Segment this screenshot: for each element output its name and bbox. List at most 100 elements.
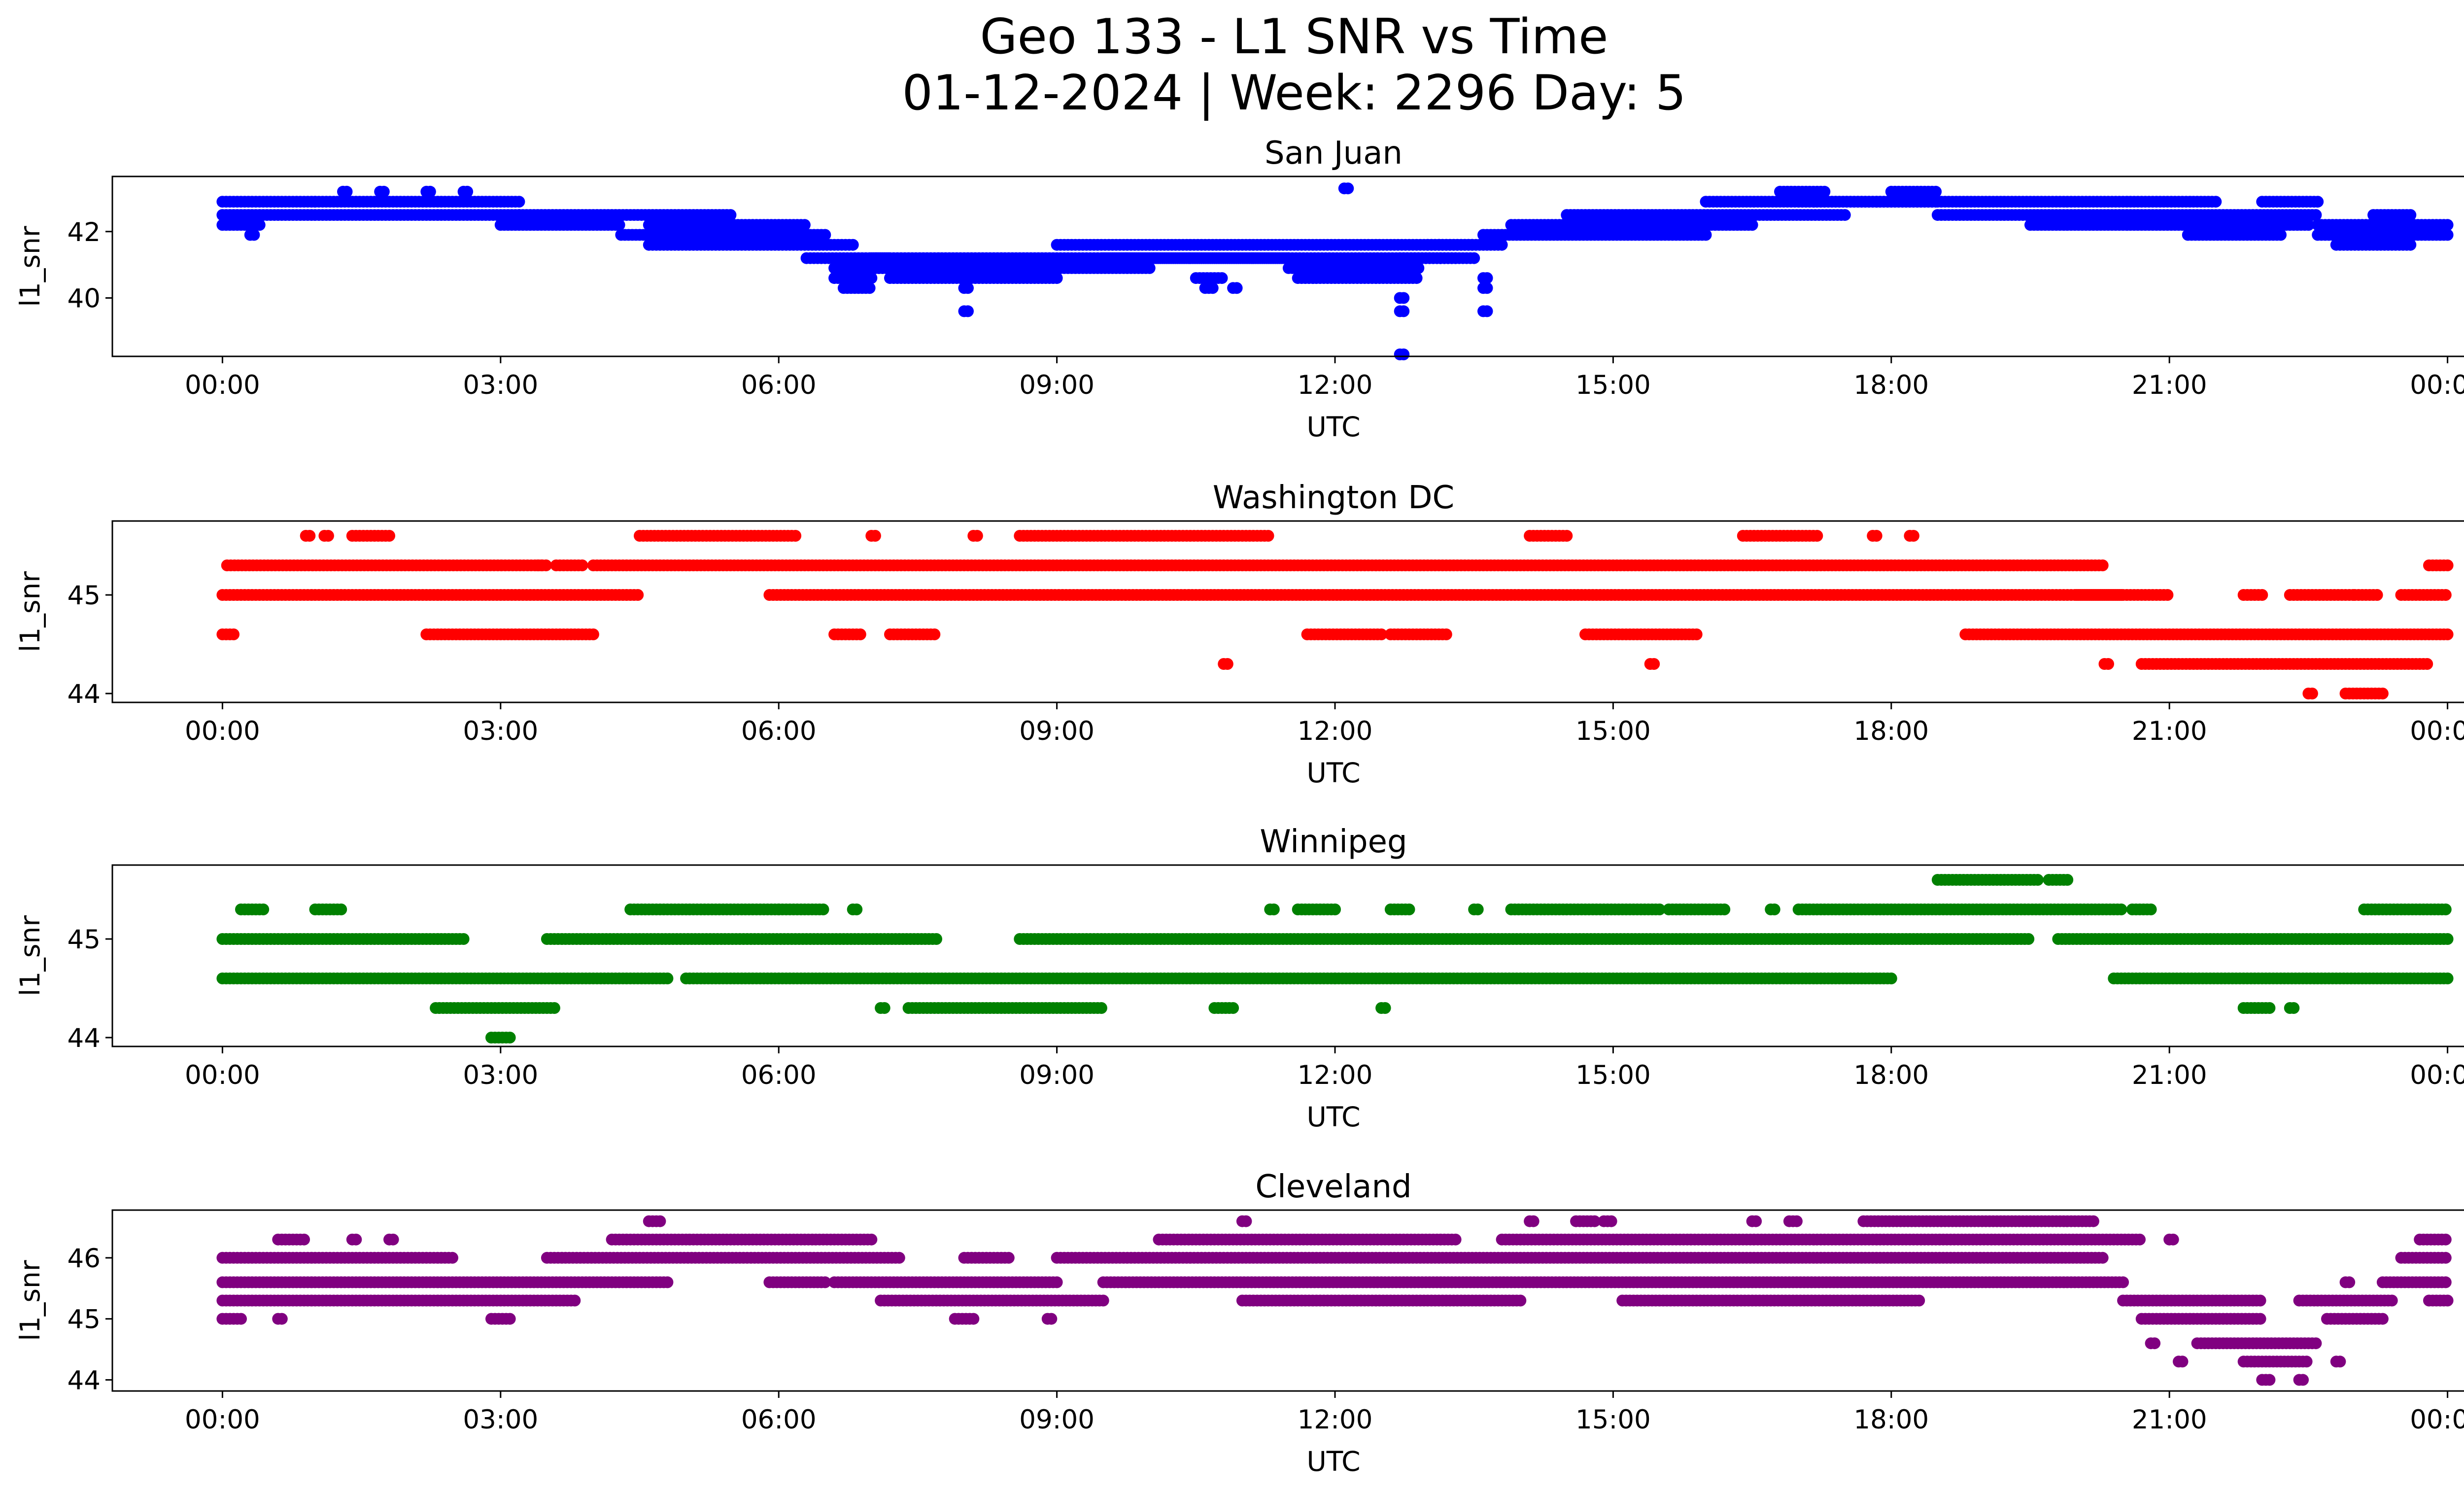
point-run-26 (1931, 874, 2044, 886)
data-point (504, 1032, 516, 1043)
point-run-28 (1227, 282, 1243, 294)
data-point (1216, 272, 1228, 284)
data-point (248, 229, 260, 241)
point-run-56 (2367, 209, 2417, 221)
point-run-21 (1524, 530, 1573, 542)
data-point (971, 530, 983, 542)
data-point (817, 904, 829, 915)
x-tick-label: 03:00 (463, 716, 538, 746)
point-run-6 (337, 185, 353, 198)
data-point (2275, 229, 2287, 241)
data-point (1143, 262, 1156, 274)
data-points (216, 182, 2454, 360)
point-run-2 (216, 973, 674, 984)
subplot-title: Washington DC (1213, 480, 1454, 516)
data-point (2441, 933, 2454, 945)
data-point (253, 219, 266, 231)
point-run-24 (1051, 239, 1478, 251)
data-point (1930, 185, 1942, 198)
point-run-54 (2312, 229, 2454, 241)
data-point (1379, 1002, 1391, 1014)
point-run-6 (485, 1032, 516, 1043)
data-point (2421, 658, 2433, 670)
point-run-25 (1097, 252, 1295, 264)
data-point (2404, 209, 2417, 221)
x-tick-label: 00:00 (2410, 370, 2464, 400)
point-run-50 (2024, 219, 2315, 231)
data-points (216, 874, 2454, 1043)
data-point (1648, 658, 1660, 670)
data-point (1468, 252, 1480, 264)
y-axis-label: l1_snr (14, 571, 46, 652)
data-point (1700, 229, 1712, 241)
data-point (335, 904, 347, 915)
data-point (724, 209, 737, 221)
point-run-10 (494, 219, 625, 231)
point-run-27 (2043, 874, 2074, 886)
x-axis-label: UTC (1306, 411, 1360, 443)
point-run-28 (2052, 933, 2454, 945)
data-point (1818, 185, 1831, 198)
data-point (1221, 658, 1233, 670)
point-run-5 (309, 196, 525, 208)
point-run-1 (216, 933, 470, 945)
data-point (878, 1002, 890, 1014)
x-tick-label: 18:00 (1853, 370, 1929, 400)
point-run-21 (884, 272, 1063, 284)
point-run-11 (513, 209, 737, 221)
data-point (1768, 904, 1780, 915)
data-point (847, 239, 859, 251)
point-run-31 (2237, 589, 2268, 601)
point-run-27 (1959, 628, 2454, 640)
point-run-14 (865, 530, 881, 542)
data-point (1481, 305, 1493, 317)
point-run-22 (1505, 904, 1666, 915)
data-point (1398, 305, 1410, 317)
point-run-49 (1931, 196, 2222, 208)
data-point (2032, 874, 2044, 886)
point-run-37 (1422, 239, 1508, 251)
data-point (2441, 628, 2454, 640)
point-run-53 (2312, 219, 2454, 231)
data-point (424, 185, 436, 198)
data-point (2061, 874, 2074, 886)
point-run-15 (1208, 1002, 1239, 1014)
point-run-8 (420, 185, 436, 198)
x-tick-label: 21:00 (2132, 370, 2207, 400)
point-run-13 (643, 219, 811, 231)
data-point (930, 933, 942, 945)
point-run-2 (216, 209, 525, 221)
point-run-32 (1338, 182, 1354, 195)
data-point (535, 559, 548, 571)
data-point (613, 219, 625, 231)
data-point (548, 1002, 560, 1014)
x-axis-ticks: 00:00 03:00 06:00 09:00 12:00 15:00 18:00 21:00… (185, 702, 2464, 746)
point-run-4 (244, 229, 260, 241)
data-point (854, 628, 866, 640)
point-run-23 (1644, 658, 1660, 670)
data-point (2115, 589, 2127, 601)
subplot-1: 00:00 03:00 06:00 09:00 12:00 15:00 18:00 21:00… (14, 135, 2464, 443)
data-point (383, 530, 395, 542)
x-tick-label: 06:00 (741, 370, 817, 400)
data-point (2210, 196, 2222, 208)
x-tick-label: 21:00 (2132, 716, 2207, 746)
data-point (1342, 182, 1354, 195)
point-run-22 (958, 305, 974, 317)
point-run-13 (902, 1002, 1107, 1014)
point-run-40 (1477, 305, 1493, 317)
data-point (2256, 589, 2268, 601)
x-tick-label: 03:00 (463, 370, 538, 400)
point-run-41 (1477, 229, 1712, 241)
x-axis-label: UTC (1306, 757, 1360, 789)
data-point (1839, 209, 1851, 221)
data-point (1870, 530, 1882, 542)
figure-title-line-1: Geo 133 - L1 SNR vs Time (980, 9, 1608, 65)
point-run-32 (2284, 589, 2359, 601)
data-point (2371, 589, 2383, 601)
point-run-14 (643, 239, 859, 251)
data-point (576, 559, 588, 571)
